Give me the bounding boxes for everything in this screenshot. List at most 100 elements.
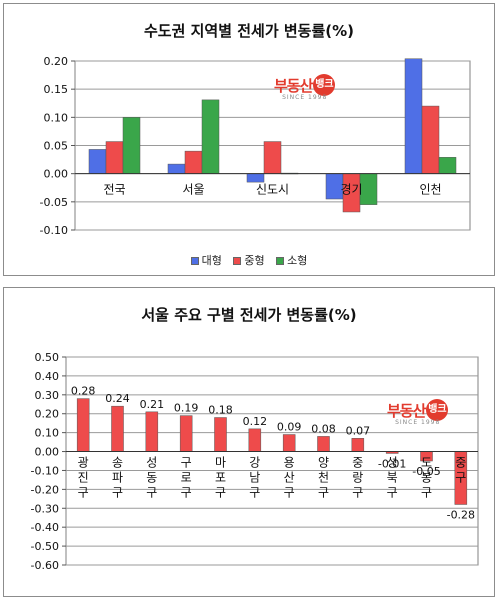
chart1-ytick-label: 0.15 bbox=[44, 83, 69, 96]
chart1-ytick-label: 0.10 bbox=[44, 111, 69, 124]
chart1-ytick-label: -0.05 bbox=[40, 196, 68, 209]
chart2-category-char: 중 bbox=[455, 456, 466, 470]
chart1-bar bbox=[404, 58, 423, 174]
chart1-bar bbox=[438, 157, 457, 174]
chart2-ytick-label: 0.00 bbox=[35, 446, 60, 459]
chart2-category-char: 양 bbox=[318, 456, 329, 470]
chart1-category-label: 인천 bbox=[419, 182, 441, 197]
chart2-data-label: 0.19 bbox=[174, 402, 199, 415]
chart2-category-char: 로 bbox=[181, 471, 192, 485]
logo-circle-2: 뱅크 bbox=[426, 399, 449, 421]
chart2-plot-area bbox=[65, 356, 479, 566]
chart1-bar bbox=[184, 150, 203, 174]
legend-swatch-medium bbox=[233, 257, 242, 265]
chart1-bar bbox=[246, 173, 265, 183]
chart2-category-char: 용 bbox=[284, 456, 295, 470]
logo-text-2: 부동산 bbox=[387, 401, 426, 420]
chart2-bar bbox=[145, 411, 159, 452]
chart2-title: 서울 주요 구별 전세가 변동률(%) bbox=[141, 306, 357, 324]
chart1-category-label: 경기 bbox=[340, 183, 362, 197]
watermark-logo-1: 부동산 뱅크 SINCE 1998 bbox=[274, 74, 336, 101]
chart2-ytick-label: 0.10 bbox=[35, 427, 60, 440]
chart2-ytick-label: 0.20 bbox=[35, 408, 60, 421]
chart2-category-char: 구 bbox=[249, 486, 260, 500]
logo-sub-1: SINCE 1998 bbox=[282, 94, 328, 101]
chart1-category-label: 전국 bbox=[103, 183, 125, 197]
chart2-category-char: 구 bbox=[421, 486, 432, 500]
chart1-category-label: 신도시 bbox=[256, 183, 289, 197]
chart2-category-char: 성 bbox=[387, 456, 398, 470]
chart2-category-char: 구 bbox=[352, 486, 363, 500]
chart2-bar bbox=[214, 417, 227, 452]
watermark-logo-2: 부동산 뱅크 SINCE 1998 bbox=[387, 399, 449, 426]
chart2-plot: -0.60 -0.50 -0.40 -0.30 -0.20 -0.10 0.00 0.10 0.… bbox=[31, 351, 479, 572]
chart2-category-char: 광 bbox=[78, 456, 89, 470]
chart2-category-char: 마 bbox=[215, 456, 226, 470]
chart2-category-char: 구 bbox=[78, 486, 89, 500]
regional-chart-panel: 수도권 지역별 전세가 변동률(%) -0.10 -0.05 0.00 0.05 0.1… bbox=[3, 3, 495, 276]
chart2-data-label: 0.08 bbox=[311, 422, 336, 435]
legend-item-large: 대형 bbox=[190, 252, 222, 268]
chart2-category-char: 동 bbox=[146, 471, 157, 485]
chart2-ytick-label: -0.30 bbox=[31, 502, 59, 515]
chart1-bar bbox=[88, 149, 107, 174]
chart2-category-char: 랑 bbox=[352, 471, 363, 485]
chart2-ytick-label: -0.60 bbox=[31, 559, 59, 572]
chart2-bar bbox=[248, 428, 262, 452]
chart2-category-char: 봉 bbox=[421, 471, 432, 485]
chart2-category-char: 산 bbox=[284, 471, 295, 485]
legend-item-medium: 중형 bbox=[233, 252, 265, 268]
legend-swatch-small bbox=[276, 257, 285, 265]
chart2-category-char: 구 bbox=[284, 486, 295, 500]
chart2-ytick-label: -0.50 bbox=[31, 540, 59, 553]
chart2-ytick-label: -0.20 bbox=[31, 483, 59, 496]
chart2-category-char: 포 bbox=[215, 471, 226, 485]
chart2-category-char: 구 bbox=[387, 486, 398, 500]
chart2-category-char: 구 bbox=[146, 486, 157, 500]
chart1-bar bbox=[122, 117, 141, 174]
chart2-bar bbox=[282, 434, 296, 452]
chart2-ytick-label: -0.40 bbox=[31, 521, 59, 534]
chart2-data-label: 0.18 bbox=[208, 404, 233, 417]
legend-swatch-large bbox=[190, 257, 199, 265]
logo-text-1: 부동산 bbox=[274, 76, 313, 95]
chart2-category-char: 도 bbox=[421, 456, 432, 470]
chart2-category-char: 진 bbox=[78, 471, 89, 485]
chart2-category-char: 성 bbox=[146, 456, 157, 470]
chart1-ytick-label: 0.00 bbox=[44, 168, 69, 181]
logo-sub-2: SINCE 1998 bbox=[395, 419, 441, 426]
chart1-ytick-label: 0.05 bbox=[44, 140, 69, 153]
chart2-bar bbox=[111, 405, 124, 452]
chart2-category-char: 구 bbox=[318, 486, 329, 500]
chart2-data-label: 0.07 bbox=[346, 424, 371, 437]
chart2-ytick-label: 0.30 bbox=[35, 389, 60, 402]
chart2-data-label: -0.28 bbox=[447, 508, 475, 521]
chart2-category-char: 구 bbox=[112, 486, 123, 500]
chart1-bar bbox=[421, 105, 440, 174]
chart2-category-char: 구 bbox=[181, 486, 192, 500]
chart2-category-char: 강 bbox=[249, 456, 260, 470]
chart2-category-char: 구 bbox=[215, 486, 226, 500]
chart2-category-char: 구 bbox=[455, 471, 466, 485]
chart2-category-char: 천 bbox=[318, 470, 329, 485]
chart1-ytick-label: -0.10 bbox=[40, 224, 68, 237]
chart1-bar bbox=[263, 141, 282, 174]
chart2-data-label: 0.28 bbox=[71, 385, 96, 398]
chart2-category-char: 중 bbox=[352, 456, 363, 470]
chart2-category-char: 파 bbox=[112, 471, 123, 485]
chart2-ytick-label: 0.50 bbox=[35, 351, 60, 364]
chart1-plot: -0.10 -0.05 0.00 0.05 0.10 0.15 0.20 전국 서울 신도시 경기 인… bbox=[40, 55, 471, 237]
chart1-bar bbox=[167, 163, 186, 174]
legend-label-small: 소형 bbox=[287, 254, 308, 267]
chart2-category-char: 북 bbox=[387, 471, 398, 485]
